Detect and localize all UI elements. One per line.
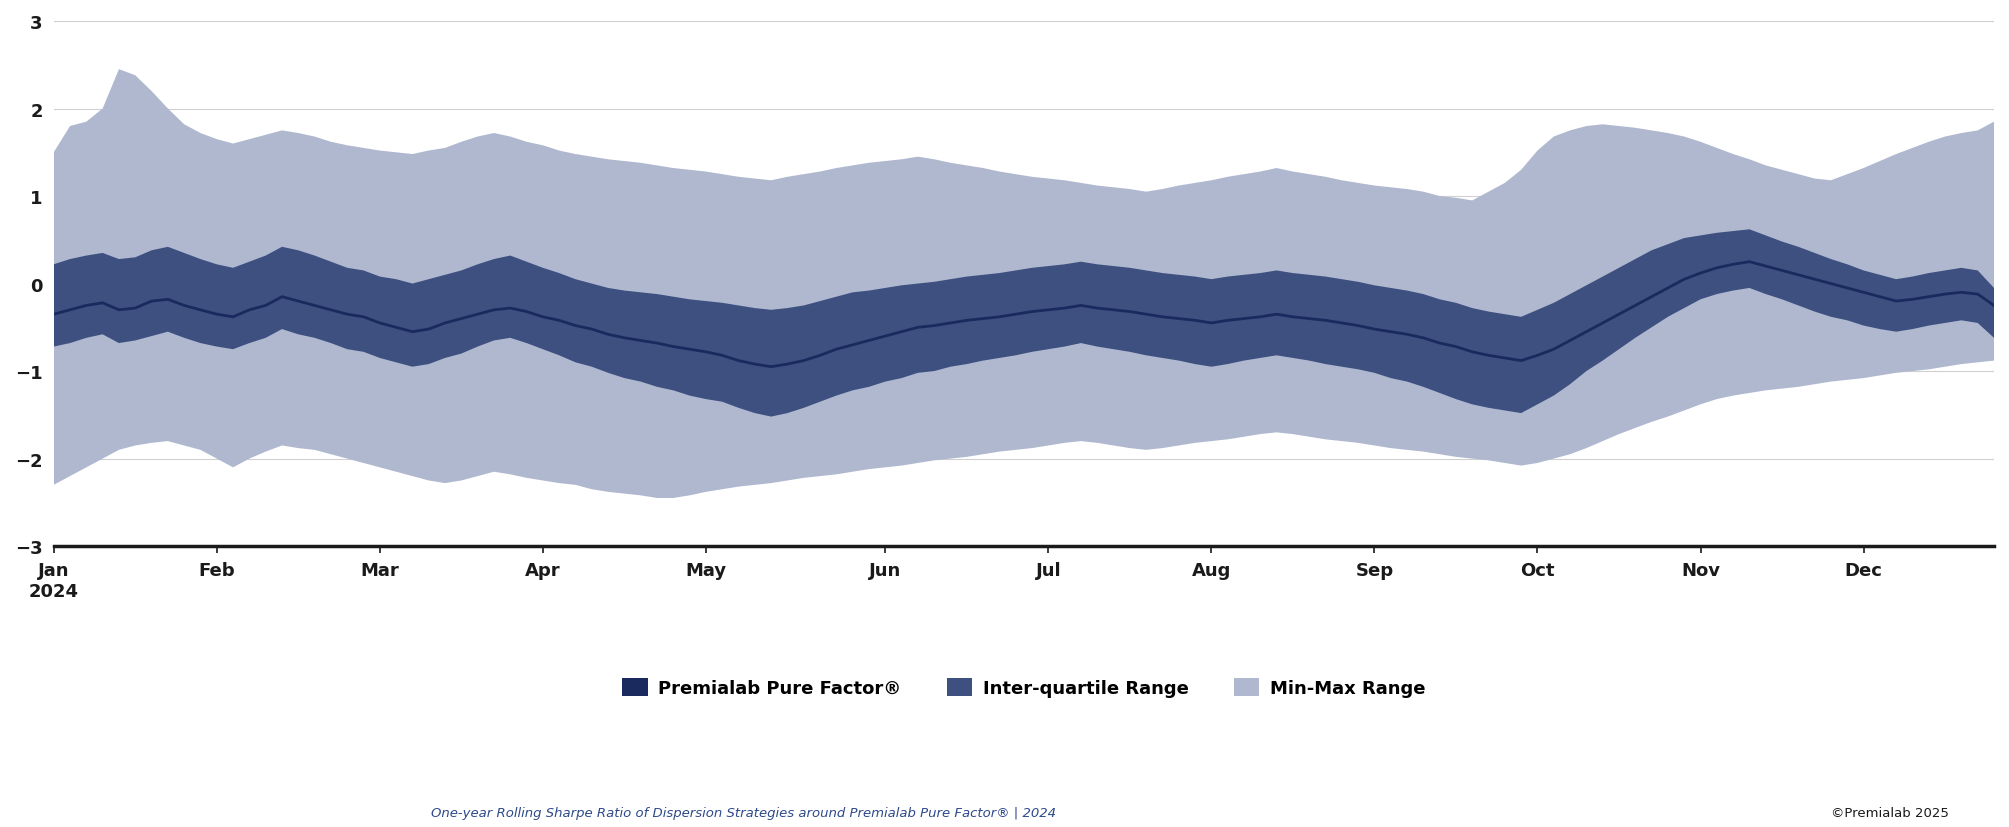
Text: One-year Rolling Sharpe Ratio of Dispersion Strategies around Premialab Pure Fac: One-year Rolling Sharpe Ratio of Dispers… (430, 805, 1057, 819)
Legend: Premialab Pure Factor®, Inter-quartile Range, Min-Max Range: Premialab Pure Factor®, Inter-quartile R… (615, 671, 1432, 705)
Text: ©Premialab 2025: ©Premialab 2025 (1830, 805, 1949, 819)
